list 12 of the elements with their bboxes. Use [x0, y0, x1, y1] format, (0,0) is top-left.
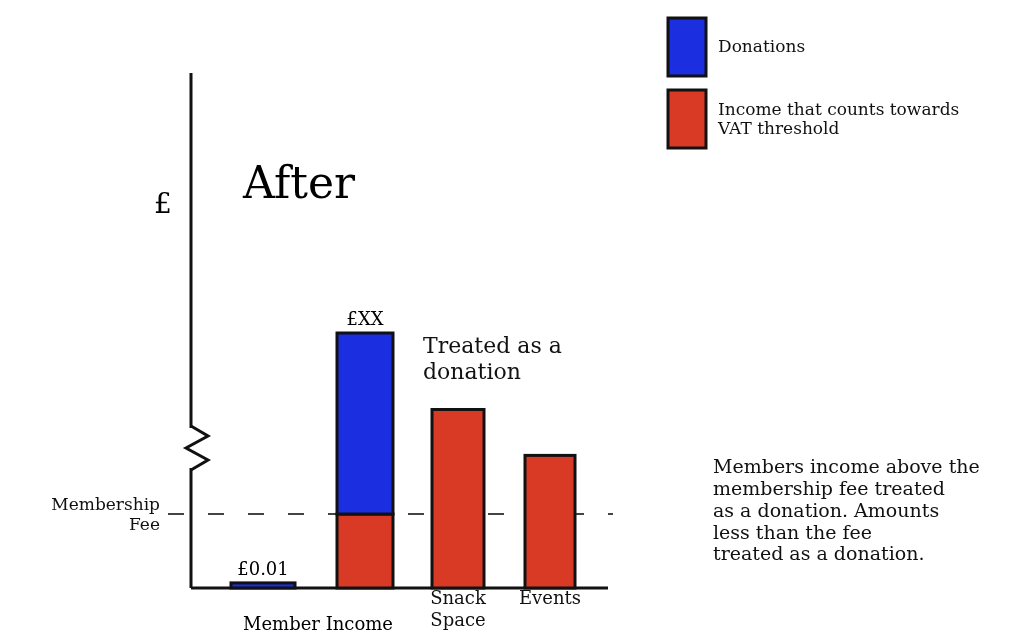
text: Members income above the membership fee treated as a donation. Amounts less than the fee treated as a donation.: [713, 455, 980, 565]
annotation: Treated as a donation: [423, 333, 562, 385]
total-label: £0.01: [237, 557, 289, 579]
x-axis-title: Member Income: [243, 613, 393, 634]
text: Donations: [718, 36, 806, 56]
chart-title: After: [242, 157, 357, 208]
text: Income that counts towards VAT threshold: [717, 99, 960, 138]
x-tick-label: Events: [518, 587, 582, 608]
total-label: £XX: [346, 308, 384, 329]
ref-line-label: Membership Fee: [51, 494, 161, 535]
x-tick-label: Snack Space: [430, 587, 487, 630]
y-axis-title: £: [154, 187, 172, 220]
